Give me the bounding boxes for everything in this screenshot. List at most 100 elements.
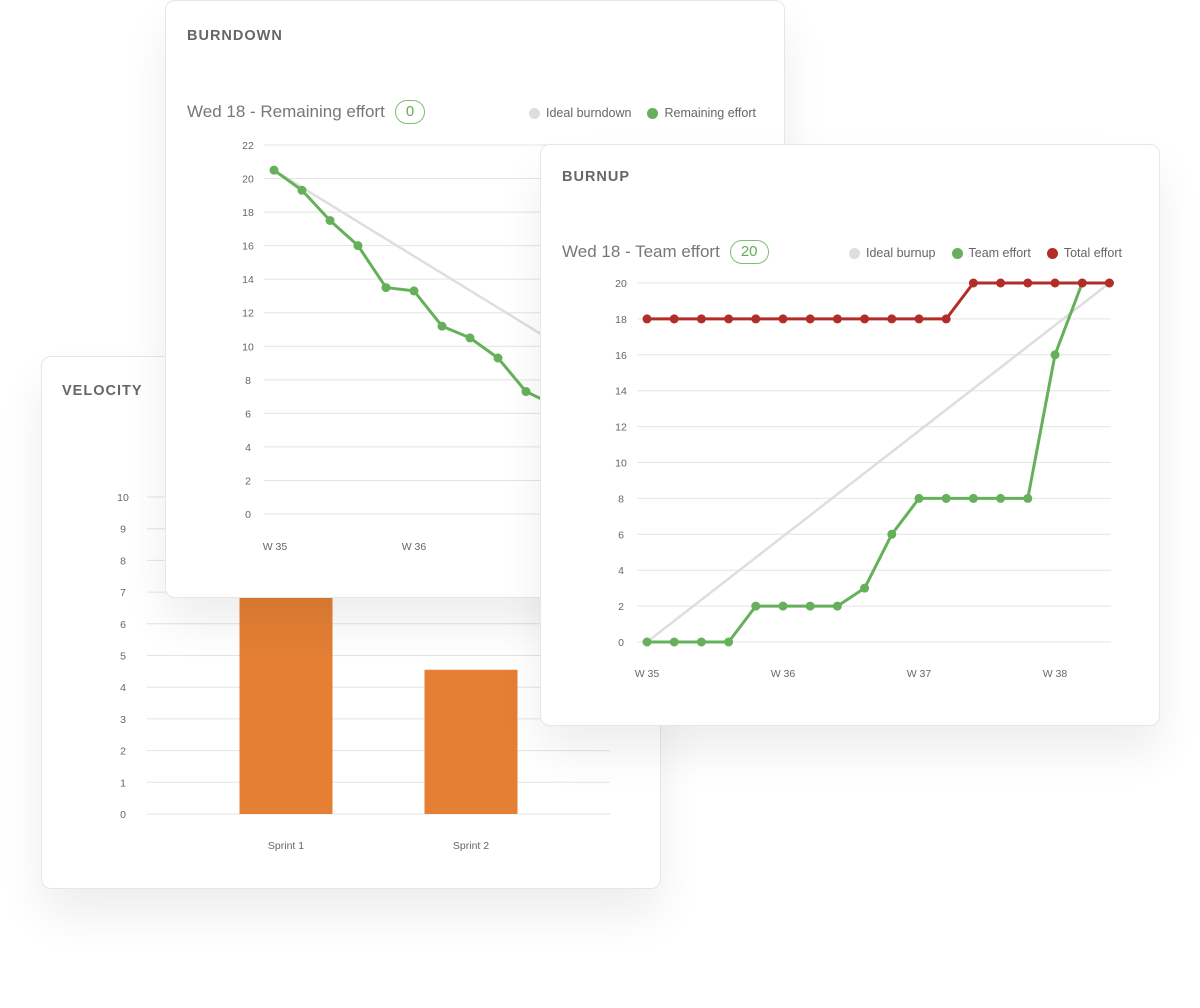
legend-ideal-burndown[interactable]: Ideal burndown: [529, 106, 631, 120]
y-tick-label: 22: [242, 140, 254, 152]
data-point: [1023, 278, 1033, 288]
x-tick-label: W 36: [402, 541, 427, 553]
data-point: [941, 314, 951, 324]
legend-label: Ideal burnup: [866, 246, 936, 260]
x-tick-label: W 35: [635, 668, 660, 680]
y-tick-label: 0: [618, 637, 624, 649]
y-tick-label: 6: [245, 408, 251, 420]
legend-label: Total effort: [1063, 246, 1122, 260]
data-point: [642, 637, 652, 647]
legend-remaining-effort[interactable]: Remaining effort: [647, 106, 756, 120]
legend-total-effort[interactable]: Total effort: [1046, 246, 1122, 260]
data-point: [1050, 350, 1060, 360]
x-tick-label: W 35: [263, 541, 288, 553]
data-point: [297, 185, 307, 195]
data-point: [669, 314, 679, 324]
data-point: [860, 583, 870, 593]
data-point: [751, 601, 761, 611]
data-point: [269, 165, 279, 175]
y-tick-label: 18: [615, 314, 627, 326]
legend-dot-icon: [951, 247, 963, 259]
burndown-legend: Ideal burndown Remaining effort: [529, 106, 756, 120]
burndown-header-label: Wed 18 - Remaining effort: [187, 102, 385, 121]
data-point: [493, 353, 503, 363]
burnup-header-label: Wed 18 - Team effort: [562, 242, 720, 261]
data-point: [381, 283, 391, 293]
y-tick-label: 14: [242, 274, 254, 286]
data-point: [696, 637, 706, 647]
burnup-legend: Ideal burnup Team effort Total effort: [849, 246, 1122, 260]
data-point: [724, 314, 734, 324]
burnup-title: BURNUP: [562, 169, 631, 185]
data-point: [778, 314, 788, 324]
data-point: [914, 493, 924, 503]
data-point: [409, 286, 419, 296]
y-tick-label: 8: [120, 555, 126, 567]
data-point: [914, 314, 924, 324]
data-point: [751, 314, 761, 324]
data-point: [832, 314, 842, 324]
data-point: [521, 387, 531, 397]
burndown-badge: 0: [394, 100, 426, 124]
data-point: [1050, 278, 1060, 288]
legend-ideal-burnup[interactable]: Ideal burnup: [849, 246, 936, 260]
data-point: [996, 278, 1006, 288]
y-tick-label: 12: [615, 422, 627, 434]
x-tick-label: W 36: [771, 668, 796, 680]
x-tick-label: W 37: [907, 668, 932, 680]
data-point: [696, 314, 706, 324]
y-tick-label: 3: [120, 714, 126, 726]
y-tick-label: 12: [242, 308, 254, 320]
y-tick-label: 0: [120, 809, 126, 821]
series-line: [646, 282, 1111, 643]
x-tick-label: Sprint 1: [268, 840, 304, 852]
data-point: [778, 601, 788, 611]
y-tick-label: 1: [120, 777, 126, 789]
x-tick-label: Sprint 2: [453, 840, 489, 852]
data-point: [832, 601, 842, 611]
legend-label: Ideal burndown: [546, 106, 632, 120]
legend-label: Remaining effort: [664, 106, 756, 120]
burnup-card: BURNUP Wed 18 - Team effort 20 Ideal bur…: [540, 144, 1160, 726]
legend-dot-icon: [1046, 247, 1058, 259]
y-tick-label: 5: [120, 651, 126, 663]
legend-team-effort[interactable]: Team effort: [951, 246, 1031, 260]
y-tick-label: 16: [615, 350, 627, 362]
data-point: [642, 314, 652, 324]
y-tick-label: 0: [245, 509, 251, 521]
series-line: [647, 281, 1110, 321]
series-line: [647, 281, 1110, 644]
data-point: [1104, 278, 1114, 288]
data-point: [1077, 278, 1087, 288]
y-tick-label: 14: [615, 386, 627, 398]
y-tick-label: 6: [618, 529, 624, 541]
data-point: [1023, 493, 1033, 503]
data-point: [968, 278, 978, 288]
bar: [424, 669, 518, 814]
y-tick-label: 9: [120, 524, 126, 536]
burnup-header: Wed 18 - Team effort 20: [562, 240, 769, 264]
x-tick-label: W 38: [1043, 668, 1068, 680]
y-tick-label: 8: [618, 493, 624, 505]
data-point: [887, 314, 897, 324]
data-point: [968, 493, 978, 503]
y-tick-label: 20: [615, 278, 627, 290]
y-tick-label: 10: [242, 341, 254, 353]
legend-dot-icon: [529, 107, 540, 119]
y-tick-label: 2: [618, 601, 624, 613]
velocity-title: VELOCITY: [62, 383, 143, 399]
data-point: [353, 241, 363, 251]
data-point: [805, 601, 815, 611]
y-tick-label: 10: [117, 492, 129, 504]
data-point: [465, 333, 475, 343]
y-tick-label: 18: [242, 207, 254, 219]
y-tick-label: 20: [242, 174, 254, 186]
bar: [239, 595, 333, 814]
y-tick-label: 7: [120, 587, 126, 599]
data-point: [724, 637, 734, 647]
burndown-header: Wed 18 - Remaining effort 0: [187, 100, 426, 124]
data-point: [996, 493, 1006, 503]
legend-label: Team effort: [968, 246, 1031, 260]
y-tick-label: 10: [615, 458, 627, 470]
data-point: [805, 314, 815, 324]
